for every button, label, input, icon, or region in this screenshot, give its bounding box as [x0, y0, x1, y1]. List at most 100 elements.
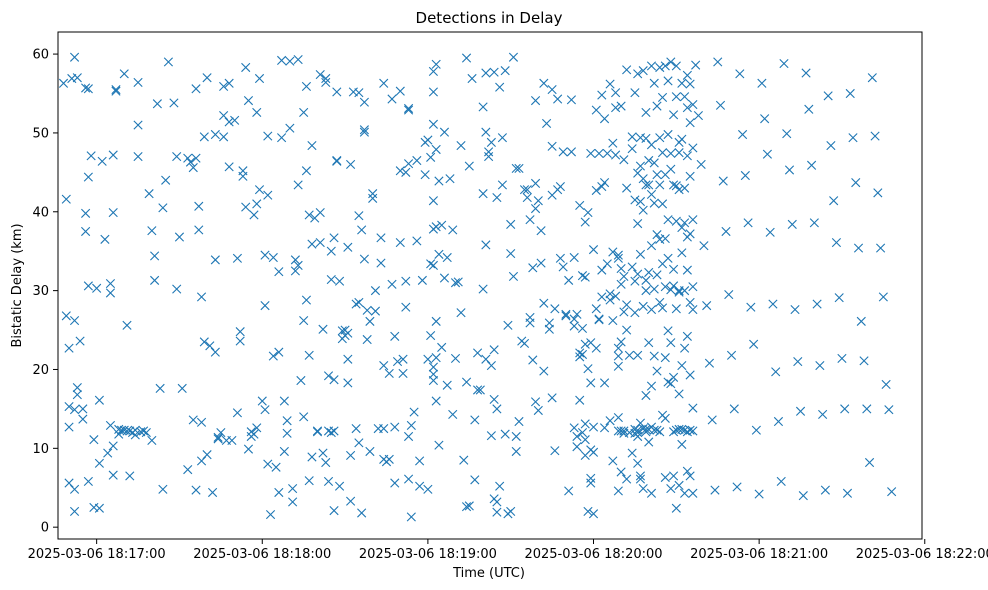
data-point	[583, 506, 593, 516]
data-point	[334, 481, 345, 491]
data-point	[282, 416, 292, 426]
data-point	[635, 471, 646, 481]
data-point	[586, 473, 596, 483]
data-point	[635, 418, 646, 428]
data-point	[633, 431, 643, 442]
data-point	[635, 161, 646, 171]
data-point	[428, 260, 439, 270]
data-point	[434, 440, 444, 450]
data-point	[456, 308, 466, 318]
data-point	[569, 321, 579, 331]
data-point	[663, 129, 673, 140]
data-point	[622, 300, 632, 310]
data-point	[470, 475, 480, 485]
data-point	[290, 255, 300, 265]
data-point	[506, 219, 516, 229]
data-point	[649, 198, 659, 208]
data-point	[72, 390, 82, 400]
data-point	[641, 424, 651, 434]
data-point	[219, 132, 229, 142]
data-point	[638, 205, 648, 215]
data-point	[398, 368, 408, 379]
data-point	[605, 295, 615, 305]
data-point	[671, 304, 681, 314]
data-point	[235, 336, 245, 346]
data-point	[561, 311, 571, 321]
data-point	[484, 151, 494, 162]
data-point	[103, 448, 113, 458]
data-point	[809, 218, 819, 228]
data-point	[641, 133, 651, 144]
data-point	[801, 68, 811, 78]
data-point	[663, 76, 673, 86]
data-point	[379, 360, 389, 371]
data-point	[793, 357, 803, 367]
data-point	[666, 379, 676, 389]
data-point	[332, 156, 342, 166]
data-point	[194, 201, 204, 211]
data-point	[586, 478, 596, 488]
data-point	[506, 506, 516, 516]
data-point	[431, 353, 441, 363]
y-tick-label: 50	[32, 126, 49, 141]
data-point	[677, 439, 687, 449]
data-point	[657, 199, 668, 209]
data-point	[334, 276, 345, 286]
data-point	[304, 476, 314, 486]
data-point	[580, 217, 590, 227]
data-point	[293, 180, 303, 190]
data-point	[588, 245, 599, 255]
data-point	[426, 259, 436, 269]
data-point	[633, 269, 643, 279]
data-point	[111, 84, 121, 95]
data-point	[492, 404, 502, 414]
data-point	[682, 265, 692, 275]
data-point	[403, 159, 414, 169]
data-point	[263, 190, 273, 200]
data-point	[530, 96, 541, 106]
data-point	[293, 55, 303, 65]
data-point	[323, 476, 334, 487]
data-point	[508, 52, 519, 62]
data-point	[83, 476, 93, 487]
data-point	[219, 110, 229, 121]
data-point	[138, 426, 149, 436]
data-point	[235, 327, 245, 337]
data-point	[680, 343, 690, 353]
data-point	[547, 393, 557, 403]
data-point	[583, 207, 593, 218]
data-point	[627, 144, 637, 154]
data-point	[199, 132, 209, 142]
data-point	[646, 61, 657, 71]
data-point	[757, 78, 767, 88]
data-point	[423, 484, 433, 494]
data-point	[288, 497, 298, 507]
data-point	[249, 429, 259, 439]
data-point	[434, 176, 444, 186]
data-point	[685, 425, 695, 435]
data-point	[343, 242, 353, 252]
data-point	[715, 100, 726, 110]
data-point	[646, 241, 657, 251]
data-point	[605, 79, 615, 89]
data-point	[183, 465, 193, 475]
data-point	[86, 151, 96, 161]
data-point	[370, 306, 381, 316]
data-point	[511, 446, 521, 457]
data-point	[172, 151, 182, 162]
data-point	[260, 405, 270, 415]
data-point	[224, 78, 234, 88]
data-point	[150, 251, 160, 261]
data-point	[69, 315, 80, 326]
data-point	[268, 351, 278, 361]
data-point	[205, 341, 215, 351]
data-point	[384, 454, 394, 464]
data-point	[265, 509, 276, 520]
data-point	[762, 149, 773, 159]
data-point	[263, 131, 273, 141]
data-point	[274, 347, 284, 357]
data-point	[655, 62, 665, 73]
data-point	[191, 84, 201, 94]
data-point	[254, 73, 265, 84]
